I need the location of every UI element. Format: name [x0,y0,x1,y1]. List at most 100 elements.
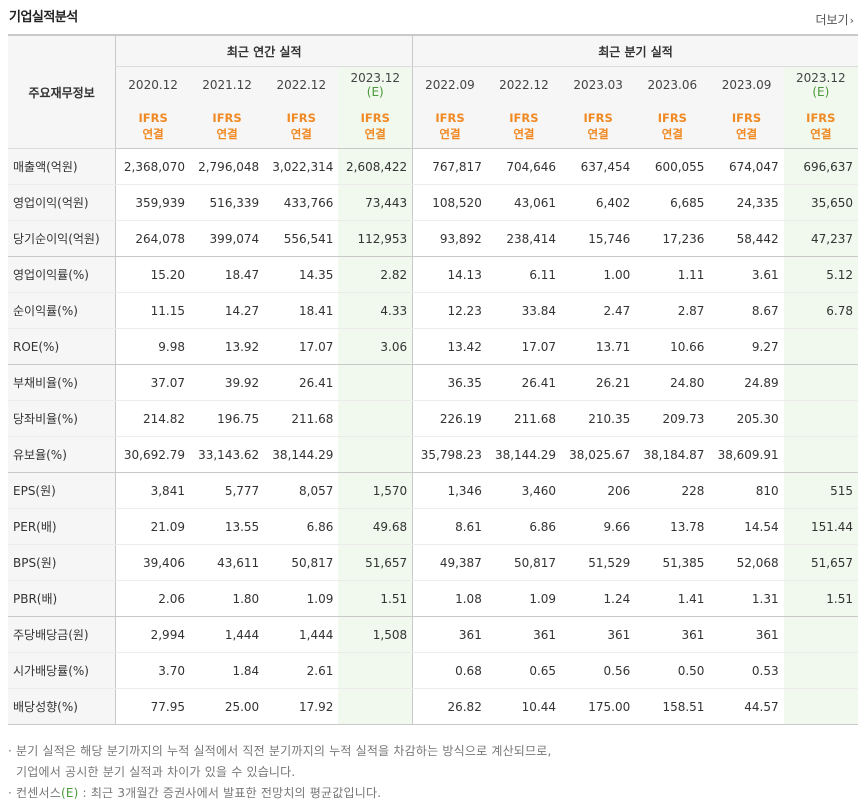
table-cell [338,364,413,401]
table-cell [338,400,413,437]
ifrs-consolidated-label: 연결 [661,126,683,141]
table-cell: 0.65 [486,652,562,689]
period-header: 2023.03 [561,66,636,103]
footnote-consensus-mark: (E) [61,786,79,800]
table-cell: 226.19 [412,400,487,437]
row-label: 당기순이익(억원) [8,220,116,257]
period-label: 2023.06 [647,78,698,92]
ifrs-header: IFRS 연결 [561,103,636,149]
table-cell: 1,570 [338,472,413,509]
table-cell: 1.51 [338,580,413,617]
table-cell: 515 [783,472,858,509]
table-row: PBR(배) 2.06 1.80 1.09 1.51 1.08 1.09 1.24 1.41 1.… [8,580,858,617]
table-cell: 58,442 [709,220,784,257]
table-cell: 1.24 [561,580,636,617]
ifrs-consolidated-label: 연결 [439,126,461,141]
table-cell: 361 [635,616,710,653]
ifrs-consolidated-label: 연결 [735,126,758,141]
table-cell: 516,339 [189,184,265,221]
table-cell: 1,346 [412,472,487,509]
table-cell: 175.00 [561,688,636,725]
table-cell: 38,609.91 [709,436,784,473]
table-cell: 35,650 [783,184,858,221]
table-cell: 14.27 [189,292,265,329]
period-label: 2021.12 [202,78,252,92]
corner-header: 주요재무정보 [8,34,116,149]
table-cell: 17.92 [264,688,339,725]
table-cell: 21.09 [115,508,190,545]
period-label: 2022.12 [499,78,549,92]
row-label: PER(배) [8,508,116,545]
table-cell: 206 [561,472,636,509]
table-cell: 361 [561,616,636,653]
ifrs-label: IFRS [360,110,390,125]
table-cell: 17.07 [486,328,562,365]
table-cell: 0.68 [412,652,487,689]
table-cell: 696,637 [783,148,858,185]
table-cell: 205.30 [709,400,784,437]
table-cell: 38,025.67 [561,436,636,473]
ifrs-consolidated-label: 연결 [587,126,609,141]
table-cell: 6.11 [486,256,562,293]
more-link[interactable]: 더보기› [815,11,854,28]
period-header: 2022.12 [264,66,339,103]
table-cell: 6.86 [486,508,562,545]
table-cell: 264,078 [115,220,190,257]
table-cell: 26.82 [412,688,487,725]
footnote-consensus-prefix: · 컨센서스 [8,786,61,800]
table-cell: 2,994 [115,616,190,653]
table-cell: 49,387 [412,544,487,581]
table-cell: 51,657 [338,544,413,581]
table-row: 순이익률(%) 11.15 14.27 18.41 4.33 12.23 33.84 2.47… [8,292,858,329]
table-row: EPS(원) 3,841 5,777 8,057 1,570 1,346 3,460 206 2… [8,472,858,509]
table-cell: 674,047 [709,148,784,185]
table-cell: 73,443 [338,184,413,221]
table-cell: 43,611 [189,544,265,581]
table-cell: 26.41 [486,364,562,401]
table-cell: 3.70 [115,652,190,689]
table-cell: 93,892 [412,220,487,257]
period-header: 2022.12 [486,66,562,103]
table-cell [338,652,413,689]
table-cell: 214.82 [115,400,190,437]
table-cell: 24.89 [709,364,784,401]
table-cell: 18.47 [189,256,265,293]
table-cell: 26.21 [561,364,636,401]
table-cell: 361 [709,616,784,653]
table-cell: 35,798.23 [412,436,487,473]
table-row: ROE(%) 9.98 13.92 17.07 3.06 13.42 17.07 13.71 1… [8,328,858,365]
table-cell: 11.15 [115,292,190,329]
table-cell: 6,685 [635,184,710,221]
footnotes: · 분기 실적은 해당 분기까지의 누적 실적에서 직전 분기까지의 누적 실적… [8,741,552,804]
period-header: 2023.06 [635,66,710,103]
table-cell: 0.50 [635,652,710,689]
table-cell [783,436,858,473]
table-cell: 1,444 [264,616,339,653]
table-cell: 1.09 [264,580,339,617]
table-cell: 1.31 [709,580,784,617]
table-cell: 10.66 [635,328,710,365]
ifrs-label: IFRS [657,110,687,125]
ifrs-consolidated-label: 연결 [513,126,535,141]
table-row: 당기순이익(억원) 264,078 399,074 556,541 112,953 93,… [8,220,858,257]
chevron-right-icon: › [849,14,854,27]
table-cell: 26.41 [264,364,339,401]
table-row: 주당배당금(원) 2,994 1,444 1,444 1,508 361 361 361 361… [8,616,858,653]
more-label[interactable]: 더보기 [815,13,849,27]
ifrs-consolidated-label: 연결 [216,126,238,141]
table-cell: 637,454 [561,148,636,185]
table-cell: 361 [412,616,487,653]
table-cell: 0.56 [561,652,636,689]
row-label: 배당성향(%) [8,688,116,725]
table-row: 유보율(%) 30,692.79 33,143.62 38,144.29 35,798.… [8,436,858,473]
table-cell: 24.80 [635,364,710,401]
table-cell: 17,236 [635,220,710,257]
table-cell: 17.07 [264,328,339,365]
table-cell: 3,841 [115,472,190,509]
table-cell: 359,939 [115,184,190,221]
table-cell: 556,541 [264,220,339,257]
table-cell: 10.44 [486,688,562,725]
ifrs-header: IFRS 연결 [709,103,784,149]
table-row: BPS(원) 39,406 43,611 50,817 51,657 49,387 50,8… [8,544,858,581]
table-cell: 44.57 [709,688,784,725]
